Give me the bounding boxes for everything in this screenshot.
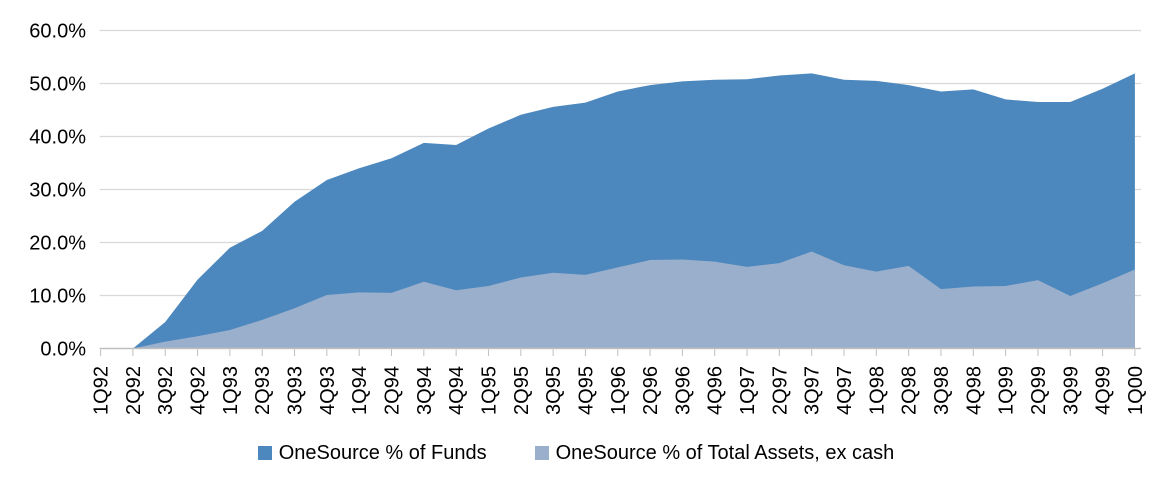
y-axis-tick-label: 30.0% (29, 180, 86, 202)
x-axis-tick-label: 2Q94 (381, 366, 403, 415)
legend-label-funds: OneSource % of Funds (278, 441, 487, 464)
legend-item-assets: OneSource % of Total Assets, ex cash (534, 441, 895, 465)
x-axis-tick-label: 4Q95 (575, 366, 597, 415)
x-axis-tick-label: 2Q99 (1028, 366, 1050, 415)
x-axis-tick-label: 1Q93 (220, 366, 242, 415)
x-axis-tick-label: 1Q99 (996, 366, 1018, 415)
x-axis-tick-label: 1Q98 (866, 366, 888, 415)
x-axis-tick-label: 2Q98 (899, 366, 921, 415)
x-axis-tick-label: 2Q93 (252, 366, 274, 415)
x-axis-tick-label: 3Q98 (931, 366, 953, 415)
x-axis-tick-label: 3Q94 (414, 366, 436, 415)
chart-legend: OneSource % of Funds OneSource % of Tota… (0, 436, 1152, 470)
legend-swatch-assets-icon (534, 446, 549, 460)
legend-swatch-funds-icon (257, 446, 272, 460)
x-axis-tick-label: 1Q97 (737, 366, 759, 415)
x-axis-tick-label: 4Q94 (446, 366, 468, 415)
x-axis-tick-label: 2Q96 (640, 366, 662, 415)
y-axis-tick-label: 60.0% (29, 21, 86, 43)
x-axis-tick-label: 1Q96 (608, 366, 630, 415)
x-axis-tick-label: 1Q92 (91, 366, 113, 415)
x-axis-tick-label: 1Q94 (349, 366, 371, 415)
y-axis-tick-label: 40.0% (29, 127, 86, 149)
x-axis-tick-label: 2Q97 (769, 366, 791, 415)
x-axis-tick-label: 2Q92 (123, 366, 145, 415)
x-axis-tick-label: 2Q95 (511, 366, 533, 415)
x-axis-tick-label: 4Q92 (188, 366, 210, 415)
x-axis-tick-label: 3Q99 (1060, 366, 1082, 415)
x-axis-tick-label: 4Q93 (317, 366, 339, 415)
x-axis-tick-label: 4Q98 (963, 366, 985, 415)
x-axis-tick-label: 4Q99 (1093, 366, 1115, 415)
x-axis-tick-label: 1Q00 (1125, 366, 1147, 415)
x-axis-tick-label: 3Q97 (802, 366, 824, 415)
x-axis-tick-label: 3Q96 (672, 366, 694, 415)
legend-label-assets: OneSource % of Total Assets, ex cash (555, 441, 895, 464)
y-axis-tick-label: 50.0% (29, 74, 86, 96)
y-axis-tick-label: 0.0% (40, 339, 86, 361)
assets-area (100, 251, 1135, 349)
x-axis-tick-label: 3Q93 (285, 366, 307, 415)
legend-item-funds: OneSource % of Funds (257, 441, 487, 465)
x-axis-tick-label: 4Q96 (705, 366, 727, 415)
chart-canvas: 1Q92 2Q92 3Q92 4Q92 1Q93 2Q93 3Q93 4Q93 1Q94 2Q94… (29, 21, 1147, 415)
x-axis-tick-label: 1Q95 (478, 366, 500, 415)
y-axis-tick-label: 20.0% (29, 233, 86, 255)
y-axis-tick-label: 10.0% (29, 286, 86, 308)
x-axis-tick-label: 4Q97 (834, 366, 856, 415)
x-axis-tick-label: 3Q95 (543, 366, 565, 415)
x-axis-tick-label: 3Q92 (155, 366, 177, 415)
